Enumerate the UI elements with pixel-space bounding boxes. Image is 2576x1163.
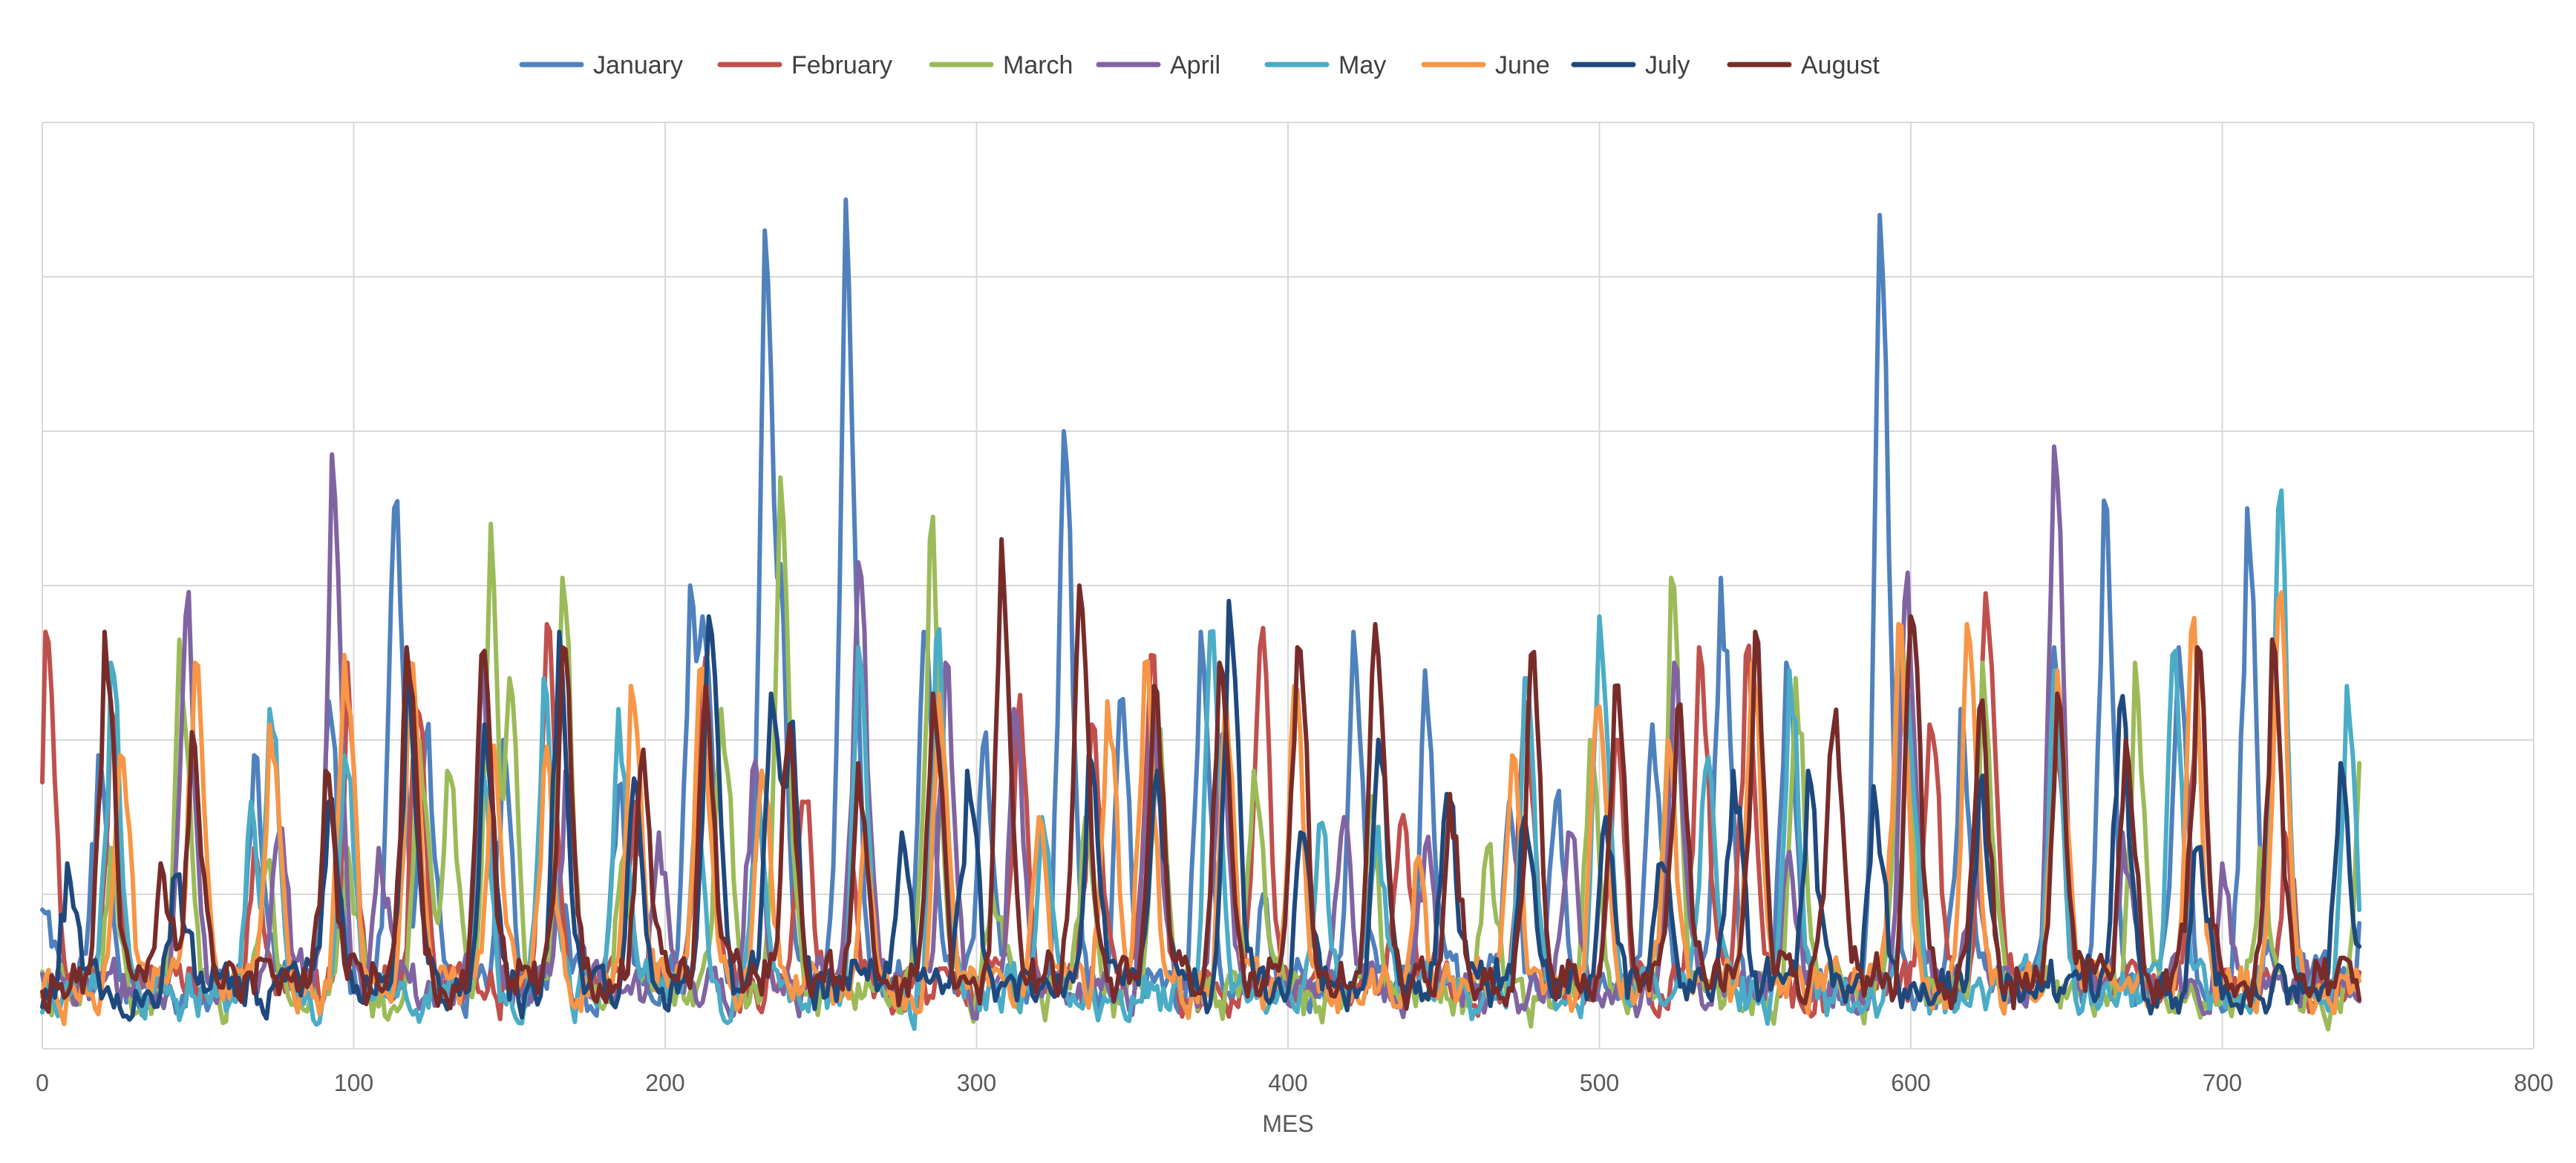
legend-label: April bbox=[1170, 51, 1220, 79]
legend-label: June bbox=[1495, 51, 1550, 79]
series-line-august bbox=[40, 537, 2362, 1015]
legend-item-june: June bbox=[1421, 51, 1550, 79]
legend-item-july: July bbox=[1571, 51, 1690, 79]
legend-item-august: August bbox=[1727, 51, 1880, 79]
legend-label: February bbox=[791, 51, 892, 79]
legend-item-march: March bbox=[929, 51, 1073, 79]
legend-item-may: May bbox=[1264, 51, 1386, 79]
x-tick-label: 800 bbox=[2514, 1069, 2553, 1096]
x-tick-label: 600 bbox=[1891, 1069, 1930, 1096]
series-line-june bbox=[40, 590, 2362, 1026]
legend-label: January bbox=[593, 51, 683, 79]
legend-label: May bbox=[1338, 51, 1386, 79]
x-tick-label: 0 bbox=[36, 1069, 49, 1096]
series-line-may bbox=[40, 488, 2362, 1032]
x-tick-label: 200 bbox=[645, 1069, 684, 1096]
x-tick-label: 400 bbox=[1268, 1069, 1307, 1096]
x-axis-title: MES bbox=[1262, 1110, 1313, 1137]
legend-label: August bbox=[1801, 51, 1880, 79]
x-tick-label: 700 bbox=[2203, 1069, 2242, 1096]
legend-item-february: February bbox=[717, 51, 892, 79]
x-tick-label: 100 bbox=[334, 1069, 373, 1096]
series-line-february bbox=[40, 591, 2362, 1022]
x-tick-label: 300 bbox=[957, 1069, 996, 1096]
x-axis-ticks: 0 100 200 300 400 500 600 700 800 bbox=[36, 1069, 2554, 1096]
legend-item-january: January bbox=[519, 51, 683, 79]
legend-label: March bbox=[1003, 51, 1073, 79]
legend-item-april: April bbox=[1096, 51, 1220, 79]
x-tick-label: 500 bbox=[1580, 1069, 1619, 1096]
series-layer bbox=[40, 197, 2362, 1032]
legend-label: July bbox=[1645, 51, 1690, 79]
legend: January February March April May June July Augu… bbox=[519, 51, 1880, 79]
